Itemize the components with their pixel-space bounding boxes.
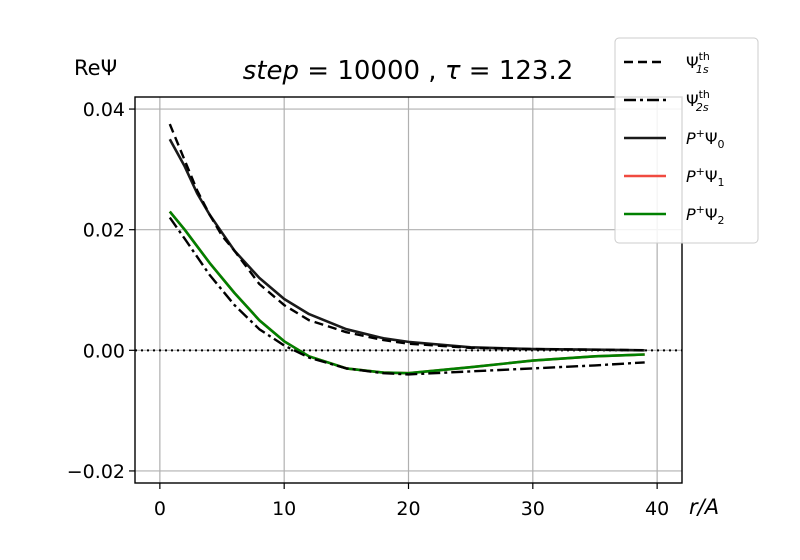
x-tick-label: 40 xyxy=(645,498,669,520)
title-comma: , xyxy=(428,56,445,86)
legend-label: P+Ψ1 xyxy=(686,165,724,189)
legend: Ψth 1s Ψth 2s P+Ψ0 P+Ψ1 P+Ψ2 xyxy=(614,37,759,244)
ticks: 0 10 20 30 40 −0.02 0.00 0.02 0.04 xyxy=(67,99,669,520)
y-tick-label: 0.02 xyxy=(83,220,125,242)
grid xyxy=(135,97,682,483)
title-tau-label: τ xyxy=(445,56,461,86)
series-line xyxy=(168,210,645,375)
legend-label: P+Ψ2 xyxy=(686,203,724,227)
legend-frame xyxy=(614,37,759,244)
legend-label: Ψth 2s xyxy=(686,88,710,114)
title-step-value: 10000 xyxy=(337,56,420,86)
x-tick-label: 20 xyxy=(396,498,420,520)
legend-label: P+Ψ0 xyxy=(686,127,724,151)
legend-label: Ψth 1s xyxy=(686,50,710,76)
title-tau-value: 123.2 xyxy=(499,56,573,86)
series-group xyxy=(168,123,645,376)
series-line xyxy=(168,123,645,352)
title-equals-1: = xyxy=(307,56,337,86)
series-line xyxy=(168,216,645,376)
y-tick-label: 0.00 xyxy=(83,340,125,362)
x-axis-label: r/A xyxy=(689,495,719,519)
title-equals-2: = xyxy=(469,56,499,86)
chart-title: step = 10000 , τ = 123.2 xyxy=(243,56,574,86)
y-tick-label: −0.02 xyxy=(67,461,125,483)
series-line xyxy=(168,138,645,352)
x-tick-label: 0 xyxy=(154,498,166,520)
y-tick-label: 0.04 xyxy=(83,99,125,121)
title-step-label: step xyxy=(243,56,299,86)
x-tick-label: 10 xyxy=(272,498,296,520)
y-axis-label: ReΨ xyxy=(74,56,117,80)
x-tick-label: 30 xyxy=(521,498,545,520)
